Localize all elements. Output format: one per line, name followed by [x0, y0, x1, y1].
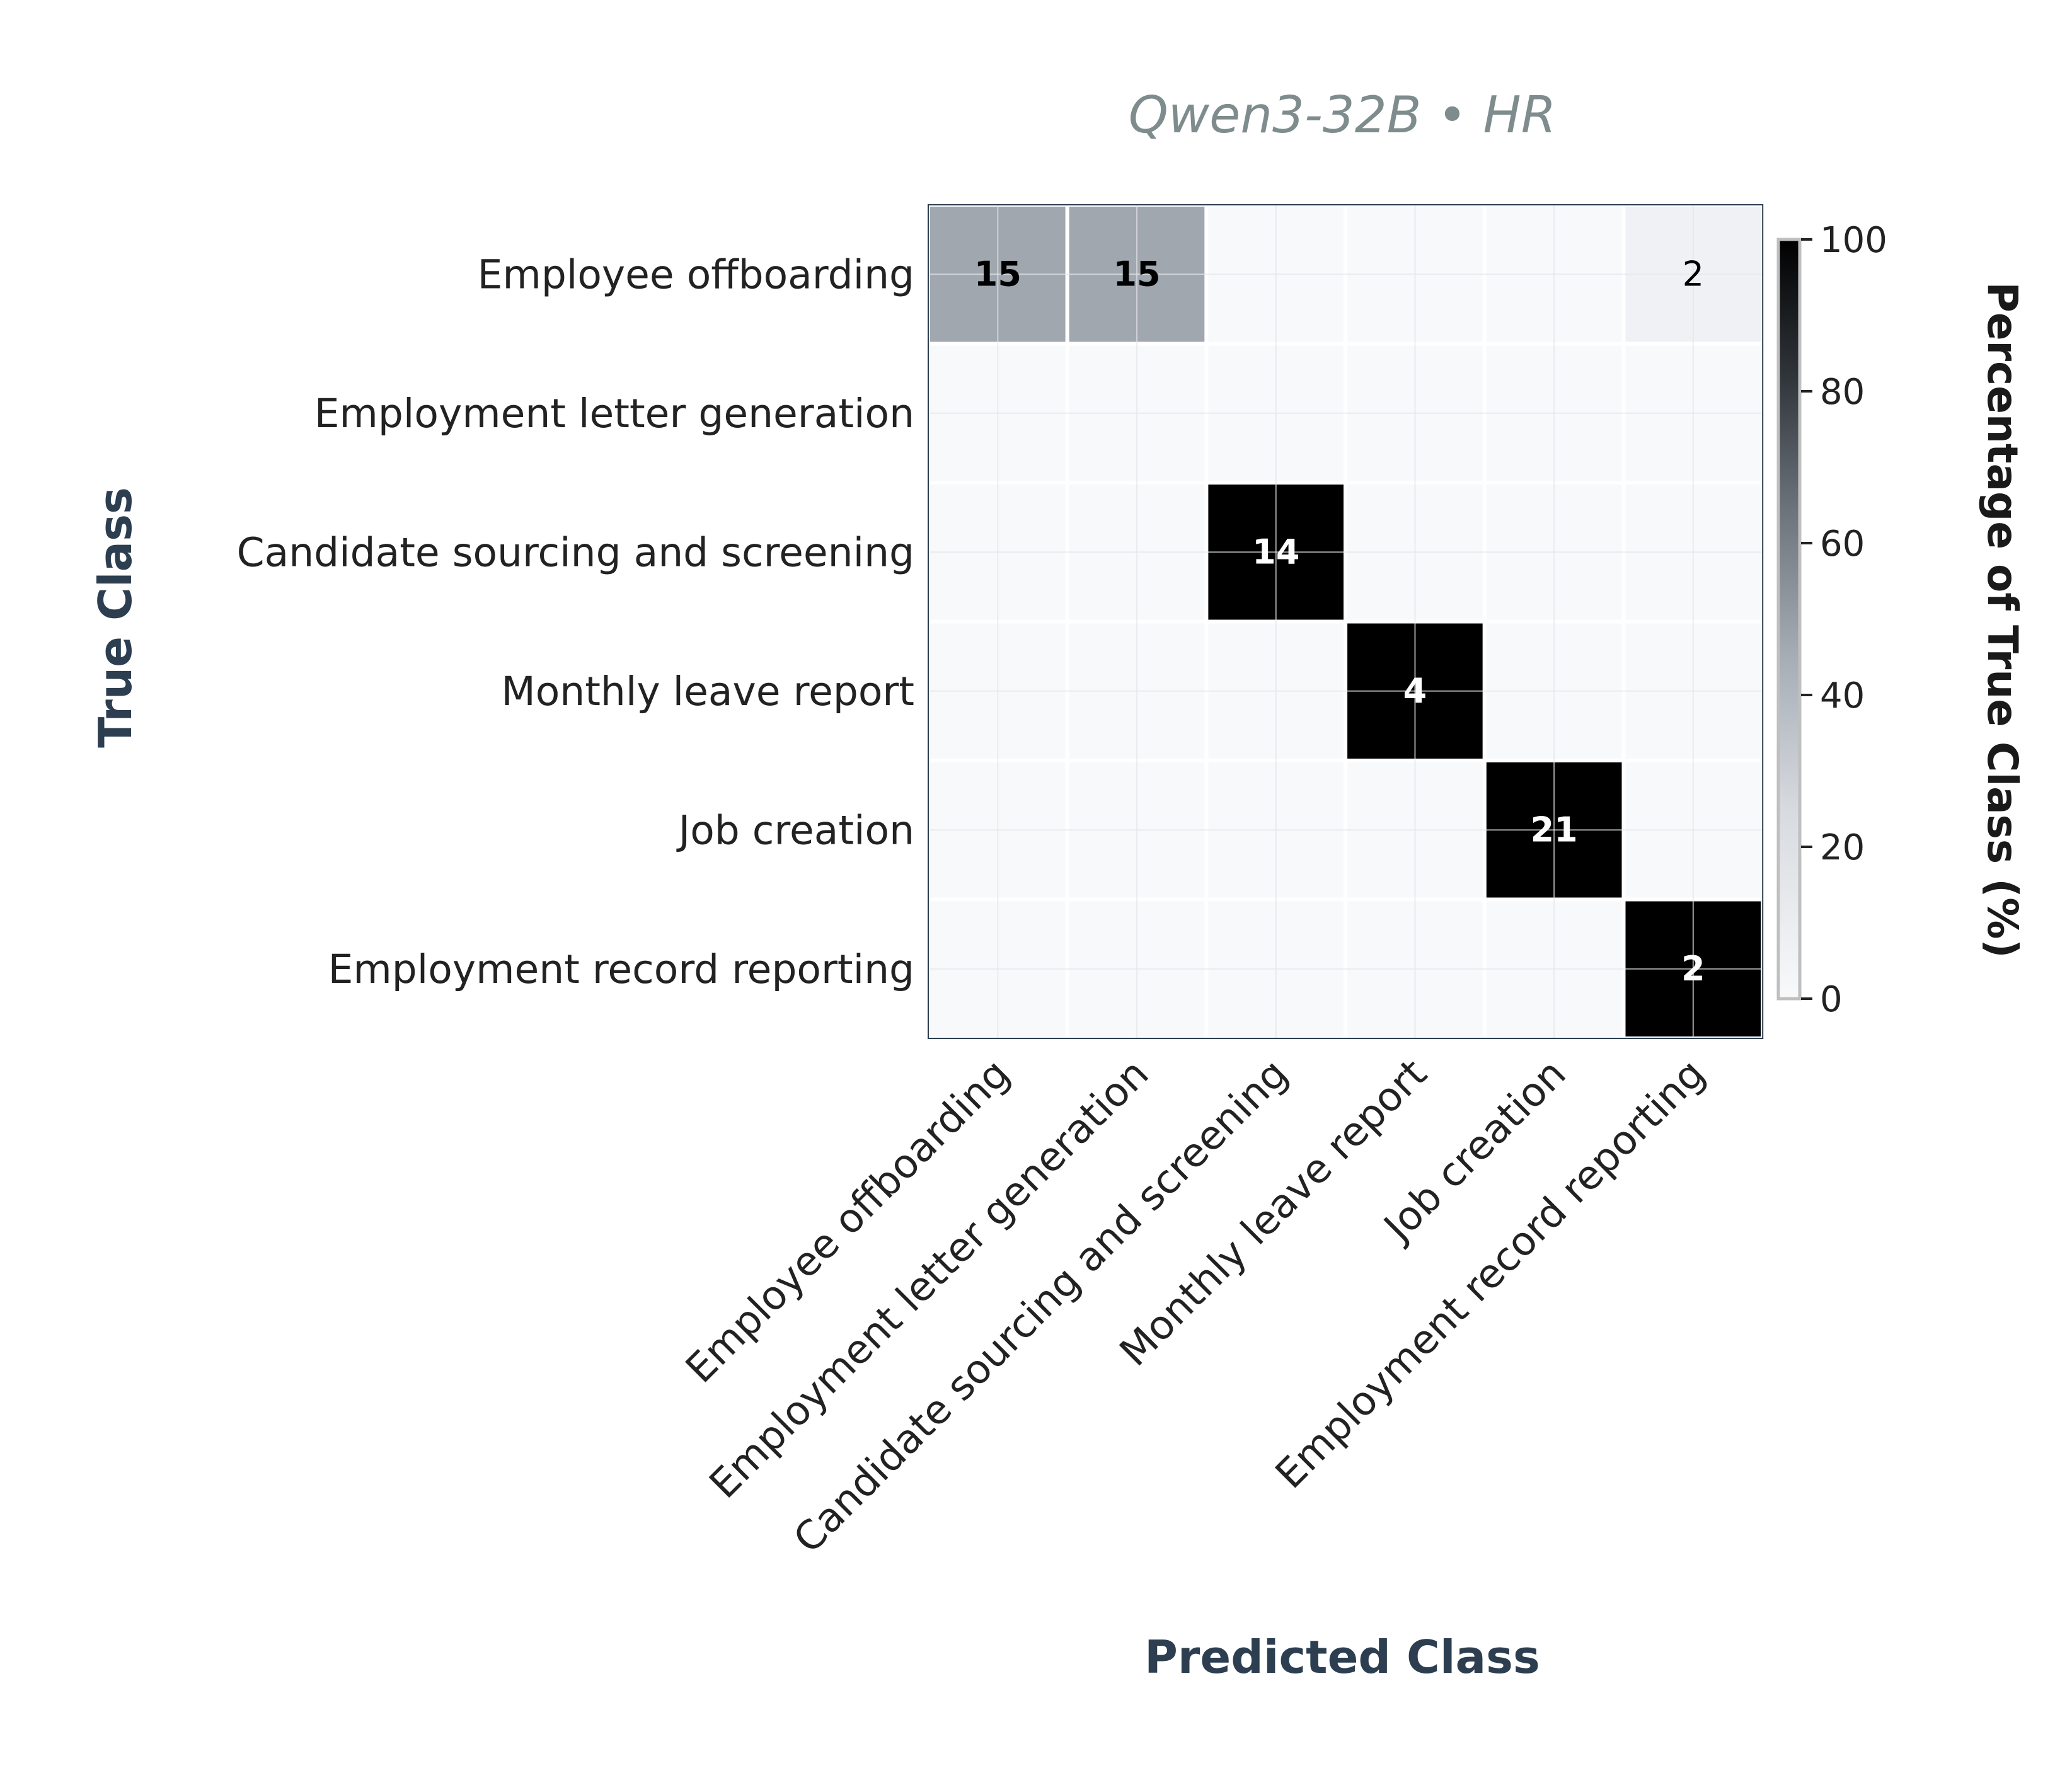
cell-value-label: 2: [1683, 254, 1704, 294]
colorbar-tick-label: 0: [1820, 979, 1843, 1020]
y-tick-label: Job creation: [676, 807, 914, 853]
colorbar-gradient: [1776, 238, 1802, 1001]
cell-value-label: 4: [1403, 671, 1427, 711]
chart-title: Qwen3-32B • HR: [1129, 86, 1557, 144]
cell-value-label: 15: [1113, 254, 1160, 294]
colorbar-tick-label: 20: [1820, 827, 1865, 868]
x-tick-label: Candidate sourcing and screening: [785, 1050, 1296, 1562]
colorbar-label: Percentage of True Class (%): [1978, 282, 2027, 958]
cell-value-labels: 15 15 2 14 4 21 2: [974, 254, 1705, 989]
colorbar-tick-label: 80: [1820, 372, 1865, 413]
colorbar-tick-label: 100: [1820, 220, 1887, 261]
y-tick-label: Employment record reporting: [328, 946, 914, 992]
cell-value-label: 15: [974, 254, 1022, 294]
cell-value-label: 21: [1531, 810, 1578, 849]
colorbar: 0 20 40 60 80 100 Percentage of True Class (%…: [1776, 220, 2027, 1020]
y-tick-label: Candidate sourcing and screening: [237, 529, 914, 575]
y-tick-label: Employee offboarding: [478, 251, 914, 297]
cell-value-label: 14: [1252, 532, 1299, 571]
y-axis-label: True Class: [89, 487, 142, 748]
heatmap-grid: [928, 205, 1763, 1038]
y-tick-label: Employment letter generation: [314, 391, 914, 437]
colorbar-tick-label: 60: [1820, 524, 1865, 565]
heatmap-cells: [926, 203, 1765, 1040]
cell-value-label: 2: [1681, 949, 1705, 989]
plot-frame: [928, 204, 1764, 1039]
y-tick-labels: Employee offboarding Employment letter ge…: [237, 251, 914, 992]
y-tick-label: Monthly leave report: [501, 669, 914, 715]
colorbar-ticks: 0 20 40 60 80 100: [1801, 220, 1887, 1020]
x-axis-label: Predicted Class: [1144, 1631, 1540, 1684]
colorbar-tick-label: 40: [1820, 675, 1865, 716]
